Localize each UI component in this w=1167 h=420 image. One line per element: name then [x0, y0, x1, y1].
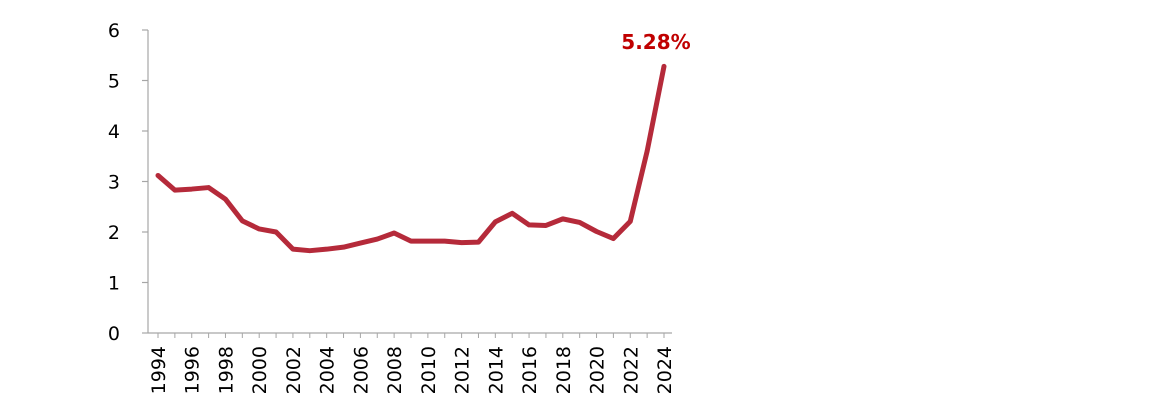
- x-tick-label: 2002: [283, 346, 305, 394]
- x-tick-label: 1998: [215, 346, 237, 394]
- y-tick-label: 6: [108, 20, 120, 42]
- x-tick-label: 1996: [182, 346, 204, 394]
- y-axis-labels: 0 1 2 3 4 5 6: [108, 20, 120, 345]
- x-tick-label: 2016: [519, 346, 541, 394]
- x-tick-label: 2012: [452, 346, 474, 394]
- x-tick-label: 2024: [654, 346, 676, 394]
- x-tick-label: 2020: [587, 346, 609, 394]
- y-axis-ticks: [142, 29, 148, 334]
- x-tick-label: 2018: [553, 346, 575, 394]
- x-axis-labels: 1994 1996 1998 2000 2002 2004 2006 2008 2010 2012…: [148, 346, 676, 394]
- x-tick-label: 2004: [317, 346, 339, 394]
- y-tick-label: 4: [108, 121, 120, 143]
- x-tick-label: 2006: [350, 346, 372, 394]
- x-tick-label: 2008: [384, 346, 406, 394]
- y-tick-label: 2: [108, 222, 120, 244]
- x-tick-label: 2010: [418, 346, 440, 394]
- y-tick-label: 3: [108, 172, 120, 194]
- annotation-label: 5.28%: [621, 30, 690, 54]
- y-tick-label: 5: [108, 71, 120, 93]
- x-tick-label: 2000: [249, 346, 271, 394]
- x-tick-label: 2022: [620, 346, 642, 394]
- y-tick-label: 0: [108, 323, 120, 345]
- x-axis-ticks: [157, 333, 665, 338]
- y-tick-label: 1: [108, 273, 120, 295]
- x-tick-label: 1994: [148, 346, 170, 394]
- series-line: [155, 63, 667, 254]
- x-tick-label: 2014: [485, 346, 507, 394]
